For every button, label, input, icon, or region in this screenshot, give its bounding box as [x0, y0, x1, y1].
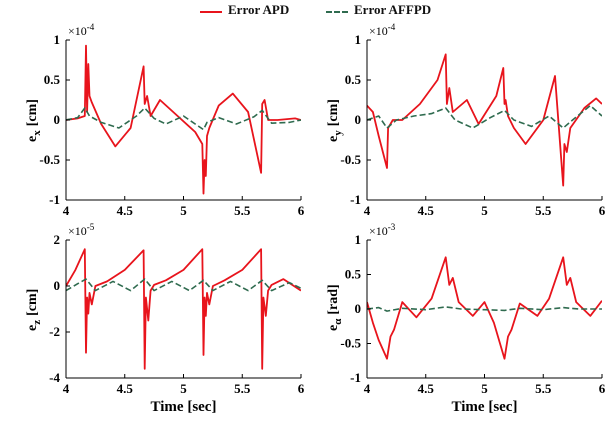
y-tick-label-ey: 0 — [355, 112, 362, 127]
x-tick-label-ealpha: 6 — [599, 381, 606, 396]
x-tick-label-ez: 5.5 — [234, 381, 251, 396]
exponent-label-ealpha: ×10-3 — [369, 222, 396, 238]
y-axis-label-symbol: e — [326, 136, 341, 142]
y-tick-label-ey: -1 — [350, 192, 361, 207]
x-tick-label-ealpha: 5 — [481, 381, 488, 396]
series-ex-apd — [66, 44, 301, 195]
x-tick-label-ealpha: 4 — [364, 381, 371, 396]
legend-affpd-label: Error AFFPD — [354, 2, 432, 17]
y-tick-label-ex: 0 — [54, 112, 61, 127]
x-axis-label-ealpha: Time [sec] — [452, 399, 518, 415]
y-axis-label-ex: ex [cm] — [25, 99, 43, 142]
x-tick-label-ealpha: 5.5 — [535, 381, 552, 396]
x-tick-label-ez: 6 — [298, 381, 305, 396]
y-tick-label-ex: 0.5 — [44, 72, 61, 87]
series-ez-affpd — [66, 278, 301, 292]
y-axis-label-symbol: e — [25, 136, 40, 142]
exponent-power-ez: -5 — [87, 222, 95, 232]
chart-ez: 4 4.5 5 5.5 6 2 0 -2 -4 ×10-5 ez [cm] Time [sec] — [25, 222, 305, 415]
x-tick-label-ez: 4.5 — [117, 381, 134, 396]
legend-apd-line — [200, 11, 222, 13]
y-tick-label-ealpha: -0.5 — [340, 336, 361, 351]
exponent-power-ex: -4 — [87, 22, 95, 32]
exponent-label-ey: ×10-4 — [369, 22, 396, 38]
y-axis-label-ealpha: eα [rad] — [326, 284, 344, 331]
y-tick-label-ez: 2 — [54, 232, 61, 247]
chart-ey: 4 4.5 5 5.5 6 1 0.5 0 -0.5 -1 ×10-4 ey [cm] — [326, 22, 606, 218]
y-axis-label-symbol: e — [326, 325, 341, 331]
y-tick-label-ealpha: 0.5 — [345, 267, 362, 282]
y-axis-label-ez: ez [cm] — [25, 289, 43, 331]
legend: Error APD Error AFFPD — [0, 0, 607, 22]
x-tick-label-ey: 4 — [364, 203, 371, 218]
y-tick-label-ey: -0.5 — [340, 152, 361, 167]
x-tick-label-ez: 4 — [63, 381, 70, 396]
y-axis-label-subscript: y — [332, 130, 344, 136]
x-tick-label-ex: 6 — [298, 203, 305, 218]
exponent-label-ex: ×10-4 — [68, 22, 95, 38]
series-ez-apd — [66, 248, 301, 370]
legend-apd-label: Error APD — [228, 2, 290, 17]
x-tick-label-ey: 6 — [599, 203, 606, 218]
chart-ex: 4 4.5 5 5.5 6 1 0.5 0 -0.5 -1 ×10-4 ex [cm] — [25, 22, 305, 218]
exponent-power-ey: -4 — [388, 22, 396, 32]
y-axis-label-subscript: z — [31, 320, 43, 325]
chart-ealpha: 4 4.5 5 5.5 6 1 0.5 0 -0.5 -1 ×10-3 eα [rad] Time [se… — [326, 222, 606, 415]
y-axis-label-unit: [cm] — [326, 99, 341, 126]
exponent-label-ez: ×10-5 — [68, 222, 95, 238]
y-tick-label-ex: 1 — [54, 32, 61, 47]
y-tick-label-ez: -2 — [49, 324, 60, 339]
x-tick-label-ex: 4 — [63, 203, 70, 218]
y-tick-label-ex: -0.5 — [39, 152, 60, 167]
y-tick-label-ealpha: 1 — [355, 232, 362, 247]
y-axis-label-subscript: x — [31, 130, 43, 136]
y-tick-label-ex: -1 — [49, 192, 60, 207]
legend-affpd-line — [326, 11, 348, 13]
y-tick-label-ey: 0.5 — [345, 72, 362, 87]
exponent-power-ealpha: -3 — [388, 222, 396, 232]
y-tick-label-ealpha: 0 — [355, 301, 362, 316]
y-axis-label-subscript: α — [332, 318, 344, 325]
x-tick-label-ey: 5 — [481, 203, 488, 218]
y-tick-label-ez: 0 — [54, 278, 61, 293]
series-ex-affpd — [66, 107, 301, 131]
y-tick-label-ez: -4 — [49, 370, 60, 385]
y-axis-label-unit: [cm] — [25, 289, 40, 316]
y-axis-label-unit: [rad] — [326, 284, 341, 314]
y-axis-label-ey: ey [cm] — [326, 99, 344, 142]
x-tick-label-ez: 5 — [180, 381, 187, 396]
x-axis-label-ez: Time [sec] — [151, 399, 217, 415]
y-tick-label-ey: 1 — [355, 32, 362, 47]
x-tick-label-ex: 5.5 — [234, 203, 251, 218]
x-tick-label-ex: 4.5 — [117, 203, 134, 218]
series-ey-apd — [367, 53, 602, 187]
y-axis-label-symbol: e — [25, 325, 40, 331]
series-ey-affpd — [367, 104, 602, 129]
x-tick-label-ey: 5.5 — [535, 203, 552, 218]
y-tick-label-ealpha: -1 — [350, 370, 361, 385]
y-axis-label-unit: [cm] — [25, 99, 40, 126]
x-tick-label-ealpha: 4.5 — [418, 381, 435, 396]
series-ealpha-affpd — [367, 306, 602, 312]
x-tick-label-ey: 4.5 — [418, 203, 435, 218]
x-tick-label-ex: 5 — [180, 203, 187, 218]
